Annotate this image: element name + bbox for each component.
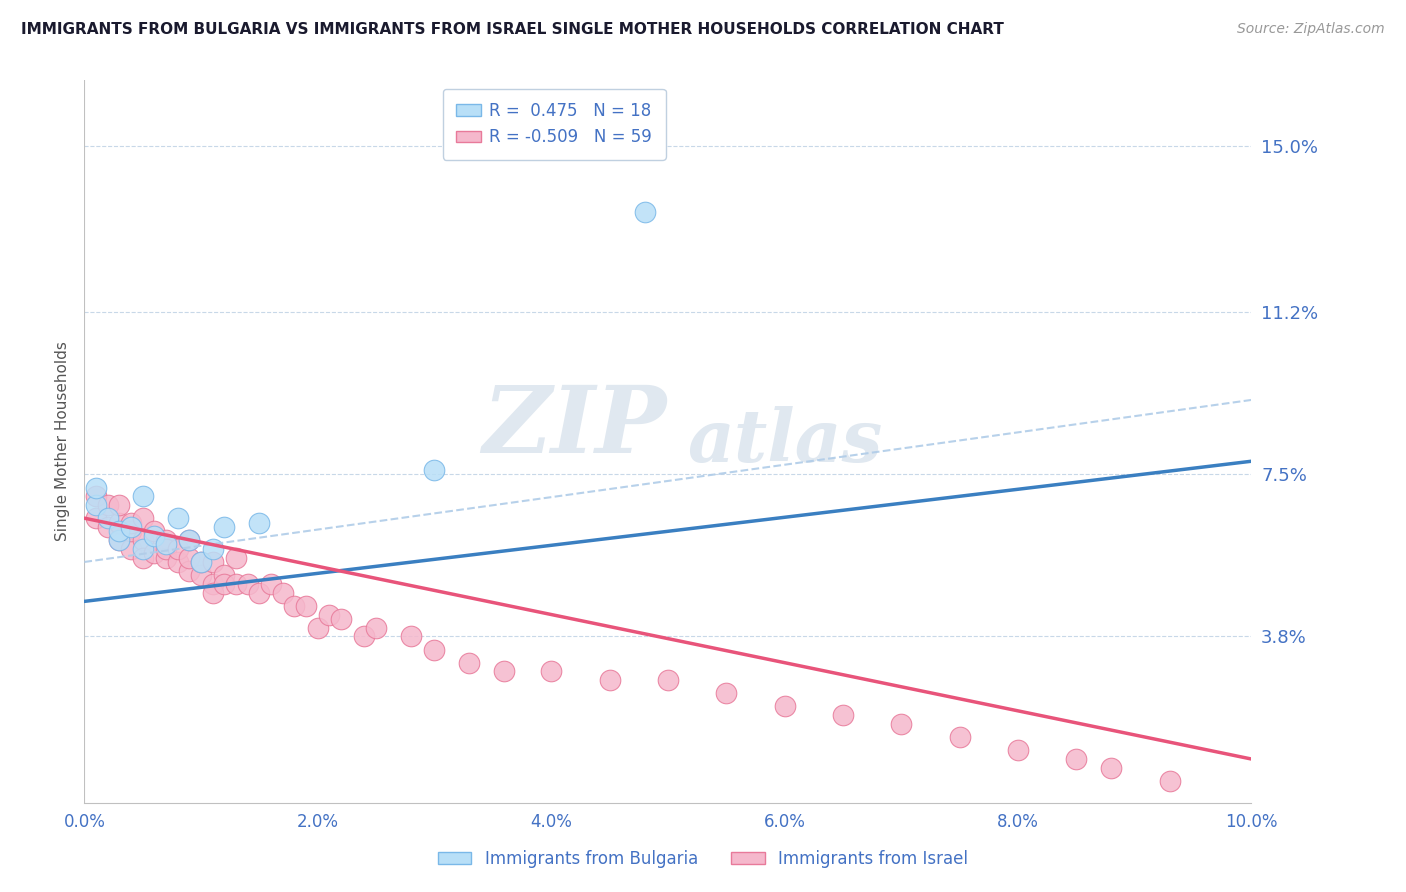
Point (599, 673, 621, 688)
Point (307, 621, 329, 635)
Point (108, 516, 131, 530)
Point (132, 511, 155, 525)
Point (249, 585, 271, 599)
Point (283, 599, 305, 613)
Point (890, 717, 912, 731)
Point (540, 665, 562, 679)
Point (260, 577, 283, 591)
Point (108, 533, 131, 547)
Point (132, 550, 155, 565)
Text: atlas: atlas (688, 406, 882, 477)
Point (179, 564, 201, 578)
Point (179, 550, 201, 565)
Point (166, 541, 188, 556)
Point (132, 533, 155, 547)
Point (399, 629, 422, 643)
Point (1159, 773, 1181, 788)
Point (120, 516, 142, 530)
Point (84, 511, 107, 525)
Point (295, 599, 318, 613)
Point (214, 577, 236, 591)
Point (190, 555, 212, 569)
Point (214, 520, 236, 534)
Point (143, 524, 166, 539)
Point (120, 541, 142, 556)
Point (366, 621, 388, 635)
Point (494, 665, 516, 679)
Point (353, 629, 375, 643)
Point (97, 498, 120, 512)
Point (832, 708, 855, 723)
Point (166, 511, 188, 525)
Point (143, 529, 166, 543)
Point (84, 489, 107, 503)
Text: ZIP: ZIP (482, 382, 666, 472)
Point (201, 577, 224, 591)
Point (120, 520, 142, 534)
Point (132, 541, 155, 556)
Point (423, 463, 446, 477)
Point (225, 550, 247, 565)
Point (155, 533, 177, 547)
Point (773, 699, 796, 714)
Point (201, 555, 224, 569)
Point (225, 577, 247, 591)
Point (108, 533, 131, 547)
Point (84, 481, 107, 495)
Point (190, 568, 212, 582)
Point (716, 686, 738, 700)
Point (155, 550, 177, 565)
Point (236, 577, 259, 591)
Point (155, 541, 177, 556)
Point (1066, 752, 1088, 766)
Point (1007, 743, 1029, 757)
Point (97, 520, 120, 534)
Legend: R =  0.475   N = 18, R = -0.509   N = 59: R = 0.475 N = 18, R = -0.509 N = 59 (443, 88, 665, 160)
Point (143, 546, 166, 560)
Point (201, 541, 224, 556)
Point (166, 555, 188, 569)
Point (179, 533, 201, 547)
Point (190, 555, 212, 569)
Point (657, 673, 679, 688)
Point (132, 489, 155, 503)
Point (249, 516, 271, 530)
Text: IMMIGRANTS FROM BULGARIA VS IMMIGRANTS FROM ISRAEL SINGLE MOTHER HOUSEHOLDS CORR: IMMIGRANTS FROM BULGARIA VS IMMIGRANTS F… (21, 22, 1004, 37)
Point (214, 568, 236, 582)
Point (84, 498, 107, 512)
Point (330, 612, 353, 626)
Point (97, 511, 120, 525)
Point (949, 730, 972, 744)
Point (633, 204, 655, 219)
Point (318, 607, 340, 622)
Point (108, 498, 131, 512)
Point (458, 656, 481, 670)
Point (179, 533, 201, 547)
Point (201, 585, 224, 599)
Point (108, 524, 131, 539)
Point (423, 642, 446, 657)
Point (1099, 761, 1122, 775)
Y-axis label: Single Mother Households: Single Mother Households (55, 342, 70, 541)
Text: Source: ZipAtlas.com: Source: ZipAtlas.com (1237, 22, 1385, 37)
Point (155, 537, 177, 551)
Point (120, 524, 142, 539)
Legend: Immigrants from Bulgaria, Immigrants from Israel: Immigrants from Bulgaria, Immigrants fro… (432, 844, 974, 875)
Point (271, 585, 294, 599)
